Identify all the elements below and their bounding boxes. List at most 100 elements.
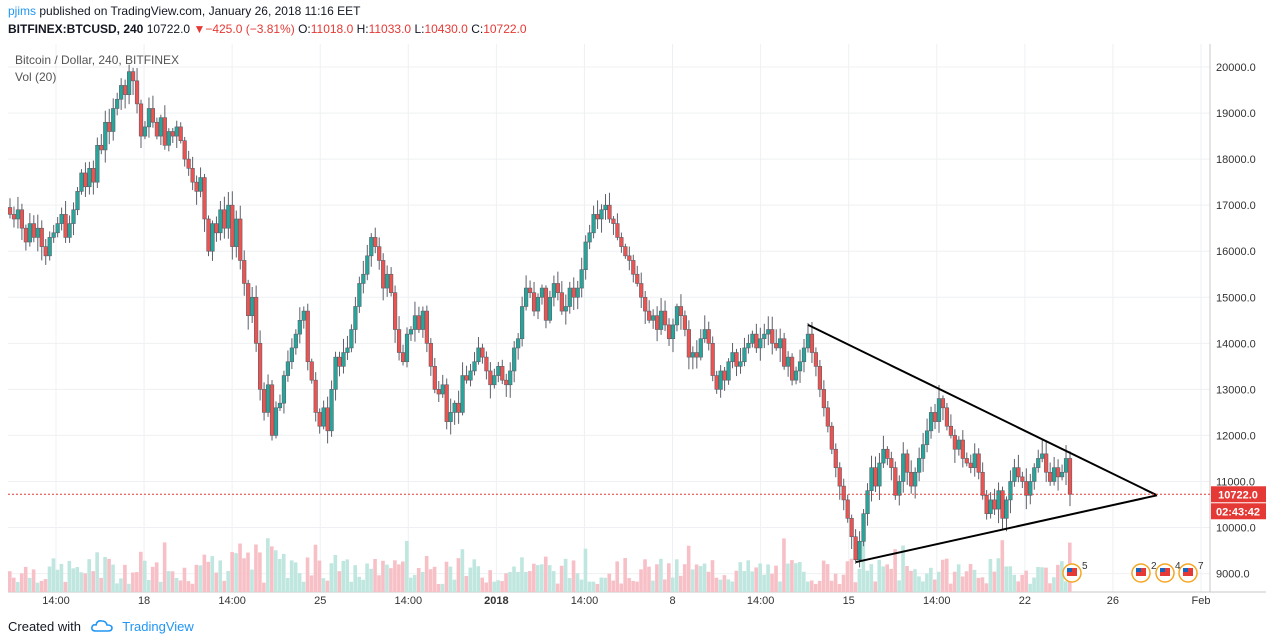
candle-body bbox=[246, 283, 251, 316]
candle-body bbox=[543, 287, 549, 321]
volume-bar bbox=[976, 577, 981, 592]
volume-bar bbox=[476, 566, 481, 592]
volume-bar bbox=[270, 546, 274, 592]
x-tick-label: 25 bbox=[314, 595, 326, 607]
candle-body bbox=[448, 412, 453, 422]
volume-bar bbox=[936, 571, 941, 592]
volume-bar bbox=[250, 569, 254, 592]
volume-bar bbox=[901, 545, 905, 592]
candle-body bbox=[607, 204, 612, 220]
candle-body bbox=[305, 310, 310, 363]
candle-body bbox=[714, 375, 719, 390]
candle-body bbox=[476, 347, 481, 363]
volume-bar bbox=[142, 560, 147, 592]
volume-bar bbox=[805, 581, 810, 592]
candle-body bbox=[555, 283, 560, 293]
volume-bar bbox=[833, 573, 838, 592]
candle-body bbox=[805, 333, 811, 349]
volume-bar bbox=[1000, 540, 1005, 592]
candle-body bbox=[389, 273, 394, 293]
open-label: O: bbox=[298, 22, 311, 36]
volume-bar bbox=[579, 579, 584, 592]
candle-body bbox=[817, 366, 822, 390]
candlestick-chart[interactable]: 20000.0 19000.0 18000.0 17000.0 16000.0 15000… bbox=[7, 44, 1266, 610]
candle-body bbox=[138, 103, 144, 137]
candle-body bbox=[277, 402, 283, 409]
volume-bar bbox=[551, 571, 556, 592]
volume-bar bbox=[738, 562, 743, 592]
candle-body bbox=[226, 204, 231, 229]
volume-bar bbox=[385, 564, 389, 592]
candle-body bbox=[182, 140, 187, 160]
chart-area[interactable]: 20000.0 19000.0 18000.0 17000.0 16000.0 15000… bbox=[7, 44, 1266, 610]
volume-bar bbox=[289, 560, 294, 592]
candle-body bbox=[559, 292, 564, 312]
candle-body bbox=[99, 145, 104, 151]
candle-body bbox=[992, 499, 997, 510]
x-tick-label: 14:00 bbox=[571, 595, 599, 607]
volume-bar bbox=[1040, 567, 1044, 592]
volume-bar bbox=[813, 583, 818, 592]
volume-bar bbox=[972, 569, 977, 592]
candle-body bbox=[39, 227, 44, 247]
candle-body bbox=[666, 324, 672, 340]
candle-body bbox=[349, 329, 354, 349]
volume-bar bbox=[905, 566, 909, 592]
candle-body bbox=[51, 232, 56, 238]
volume-bar bbox=[174, 578, 179, 592]
volume-bar bbox=[881, 566, 886, 592]
y-tick-label: 17000.0 bbox=[1216, 200, 1256, 212]
volume-bar bbox=[285, 577, 290, 592]
volume-bar bbox=[139, 551, 143, 592]
volume-bar bbox=[873, 581, 878, 592]
x-tick-label: 2018 bbox=[484, 595, 508, 607]
candle-body bbox=[345, 347, 350, 353]
candle-body bbox=[976, 453, 981, 473]
candle-body bbox=[55, 223, 60, 234]
volume-bar bbox=[591, 581, 596, 592]
countdown-tag bbox=[1211, 503, 1266, 520]
volume-bar bbox=[162, 542, 167, 592]
volume-bar bbox=[238, 543, 242, 592]
volume-bar bbox=[563, 558, 568, 592]
last-price: 10722.0 bbox=[146, 22, 191, 36]
candle-body bbox=[813, 352, 819, 367]
candle-body bbox=[1020, 476, 1025, 482]
volume-bar bbox=[401, 561, 405, 592]
candle-body bbox=[571, 287, 576, 298]
volume-bar bbox=[218, 560, 223, 592]
tradingview-link[interactable]: TradingView bbox=[122, 619, 194, 634]
candle-body bbox=[27, 223, 32, 243]
volume-bar bbox=[1060, 561, 1064, 592]
volume-bar bbox=[948, 583, 953, 592]
volume-bar bbox=[619, 583, 623, 592]
volume-bar bbox=[655, 564, 659, 592]
volume-bar bbox=[262, 582, 266, 592]
candle-body bbox=[1036, 458, 1041, 468]
candle-body bbox=[325, 407, 330, 432]
y-tick-label: 12000.0 bbox=[1216, 430, 1256, 442]
flag-canton bbox=[1067, 568, 1072, 572]
y-tick-label: 19000.0 bbox=[1216, 108, 1256, 120]
candle-body bbox=[91, 168, 96, 183]
volume-bar bbox=[313, 544, 318, 592]
volume-bar bbox=[980, 577, 985, 592]
volume-bar bbox=[365, 563, 369, 592]
candle-body bbox=[869, 467, 874, 491]
candle-body bbox=[718, 370, 723, 390]
candle-body bbox=[984, 494, 989, 515]
candle-body bbox=[845, 499, 850, 519]
volume-bar bbox=[170, 571, 175, 592]
candle-body bbox=[119, 85, 124, 100]
candle-body bbox=[285, 361, 291, 376]
volume-bar bbox=[952, 571, 957, 592]
candle-body bbox=[87, 168, 92, 188]
candle-body bbox=[508, 370, 513, 386]
volume-bar bbox=[440, 583, 445, 592]
volume-bar bbox=[210, 556, 215, 592]
volume-bar bbox=[266, 538, 270, 592]
volume-bar bbox=[127, 583, 131, 592]
volume-bar bbox=[71, 568, 76, 592]
volume-bar bbox=[119, 578, 123, 592]
author-link[interactable]: pjims bbox=[8, 4, 37, 18]
